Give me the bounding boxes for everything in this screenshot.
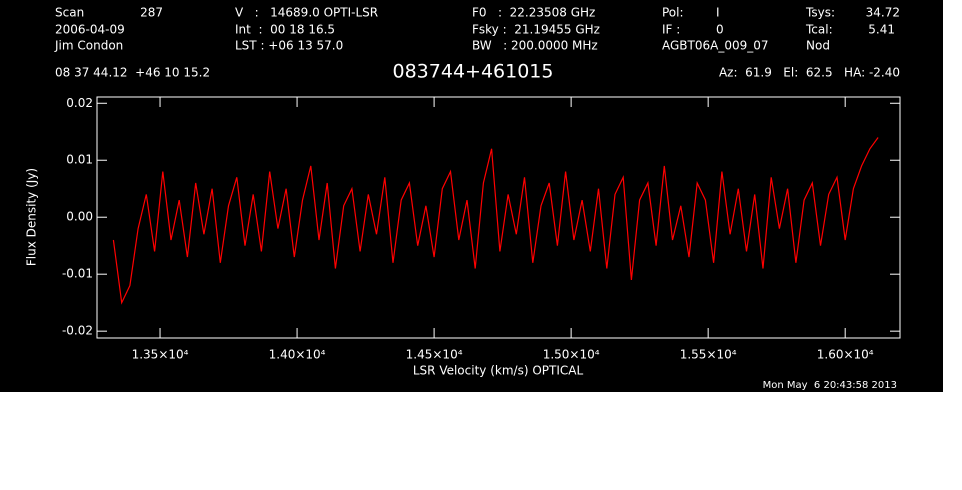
x-tick-label: 1.55×10⁴ — [680, 348, 737, 362]
header-text: Fsky : 21.19455 GHz — [472, 23, 600, 37]
header-text: Int : 00 18 16.5 — [235, 23, 335, 37]
header-text: BW : 200.0000 MHz — [472, 39, 598, 53]
x-tick-label: 1.50×10⁴ — [543, 348, 600, 362]
header-text: IF : — [662, 23, 680, 37]
y-tick-label: 0.00 — [66, 210, 93, 224]
header-text: 0 — [716, 23, 724, 37]
header-text: Jim Condon — [54, 39, 123, 53]
chart-title: 083744+461015 — [393, 61, 554, 83]
plot-background — [0, 0, 943, 392]
header-text: 2006-04-09 — [55, 23, 125, 37]
header-text: Tsys: — [805, 6, 835, 20]
x-tick-label: 1.40×10⁴ — [269, 348, 326, 362]
header-text: 08 37 44.12 +46 10 15.2 — [55, 66, 210, 80]
y-tick-label: 0.02 — [66, 96, 93, 110]
x-tick-label: 1.45×10⁴ — [406, 348, 463, 362]
x-tick-label: 1.60×10⁴ — [817, 348, 874, 362]
y-tick-label: 0.01 — [66, 153, 93, 167]
header-text: F0 : 22.23508 GHz — [472, 6, 595, 20]
header-text: I — [716, 6, 720, 20]
header-text: Nod — [806, 39, 830, 53]
y-axis-label: Flux Density (Jy) — [25, 168, 39, 266]
header-text: Scan — [55, 6, 84, 20]
x-tick-label: 1.35×10⁴ — [132, 348, 189, 362]
header-text: Mon May 6 20:43:58 2013 — [763, 380, 897, 391]
header-text: AGBT06A_009_07 — [662, 39, 769, 53]
header-text: Tcal: — [805, 23, 833, 37]
header-text: V : 14689.0 OPTI-LSR — [235, 6, 378, 20]
header-text: 287 — [140, 6, 163, 20]
spectrum-line — [112, 137, 879, 305]
header-text: 34.72 — [866, 6, 900, 20]
header-text: 5.41 — [868, 23, 895, 37]
x-axis-label: LSR Velocity (km/s) OPTICAL — [413, 364, 584, 378]
y-tick-label: -0.01 — [62, 267, 93, 281]
header-text: Az: 61.9 El: 62.5 HA: -2.40 — [719, 66, 900, 80]
y-tick-label: -0.02 — [62, 324, 93, 338]
header-text: Pol: — [662, 6, 684, 20]
header-text: LST : +06 13 57.0 — [235, 39, 343, 53]
